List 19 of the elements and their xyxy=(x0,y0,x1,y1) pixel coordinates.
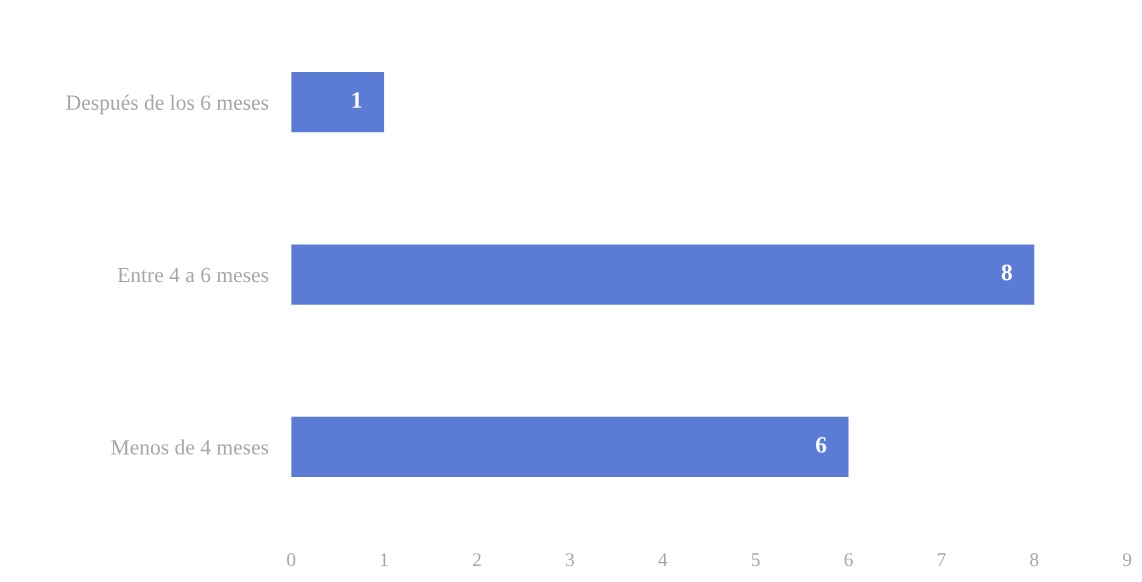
x-tick-label: 1 xyxy=(380,553,388,567)
bar xyxy=(291,244,1035,305)
data-label: 8 xyxy=(1001,264,1012,281)
y-tick-label: Entre 4 a 6 meses xyxy=(117,267,269,283)
y-tick-label: Después de los 6 meses xyxy=(66,94,269,115)
x-tick-label: 5 xyxy=(751,553,760,567)
y-tick-label: Menos de 4 meses xyxy=(111,439,269,455)
data-label: 6 xyxy=(815,436,827,453)
bar xyxy=(291,72,385,133)
x-tick-label: 6 xyxy=(844,553,853,567)
data-label: 1 xyxy=(352,92,362,108)
x-tick-label: 3 xyxy=(565,553,574,567)
x-tick-label: 2 xyxy=(472,553,481,567)
x-tick-label: 9 xyxy=(1122,553,1132,567)
x-tick-label: 4 xyxy=(658,553,668,567)
bar xyxy=(291,416,849,478)
x-tick-label: 7 xyxy=(937,553,946,567)
x-tick-label: 0 xyxy=(287,553,296,567)
x-tick-label: 8 xyxy=(1030,553,1039,567)
